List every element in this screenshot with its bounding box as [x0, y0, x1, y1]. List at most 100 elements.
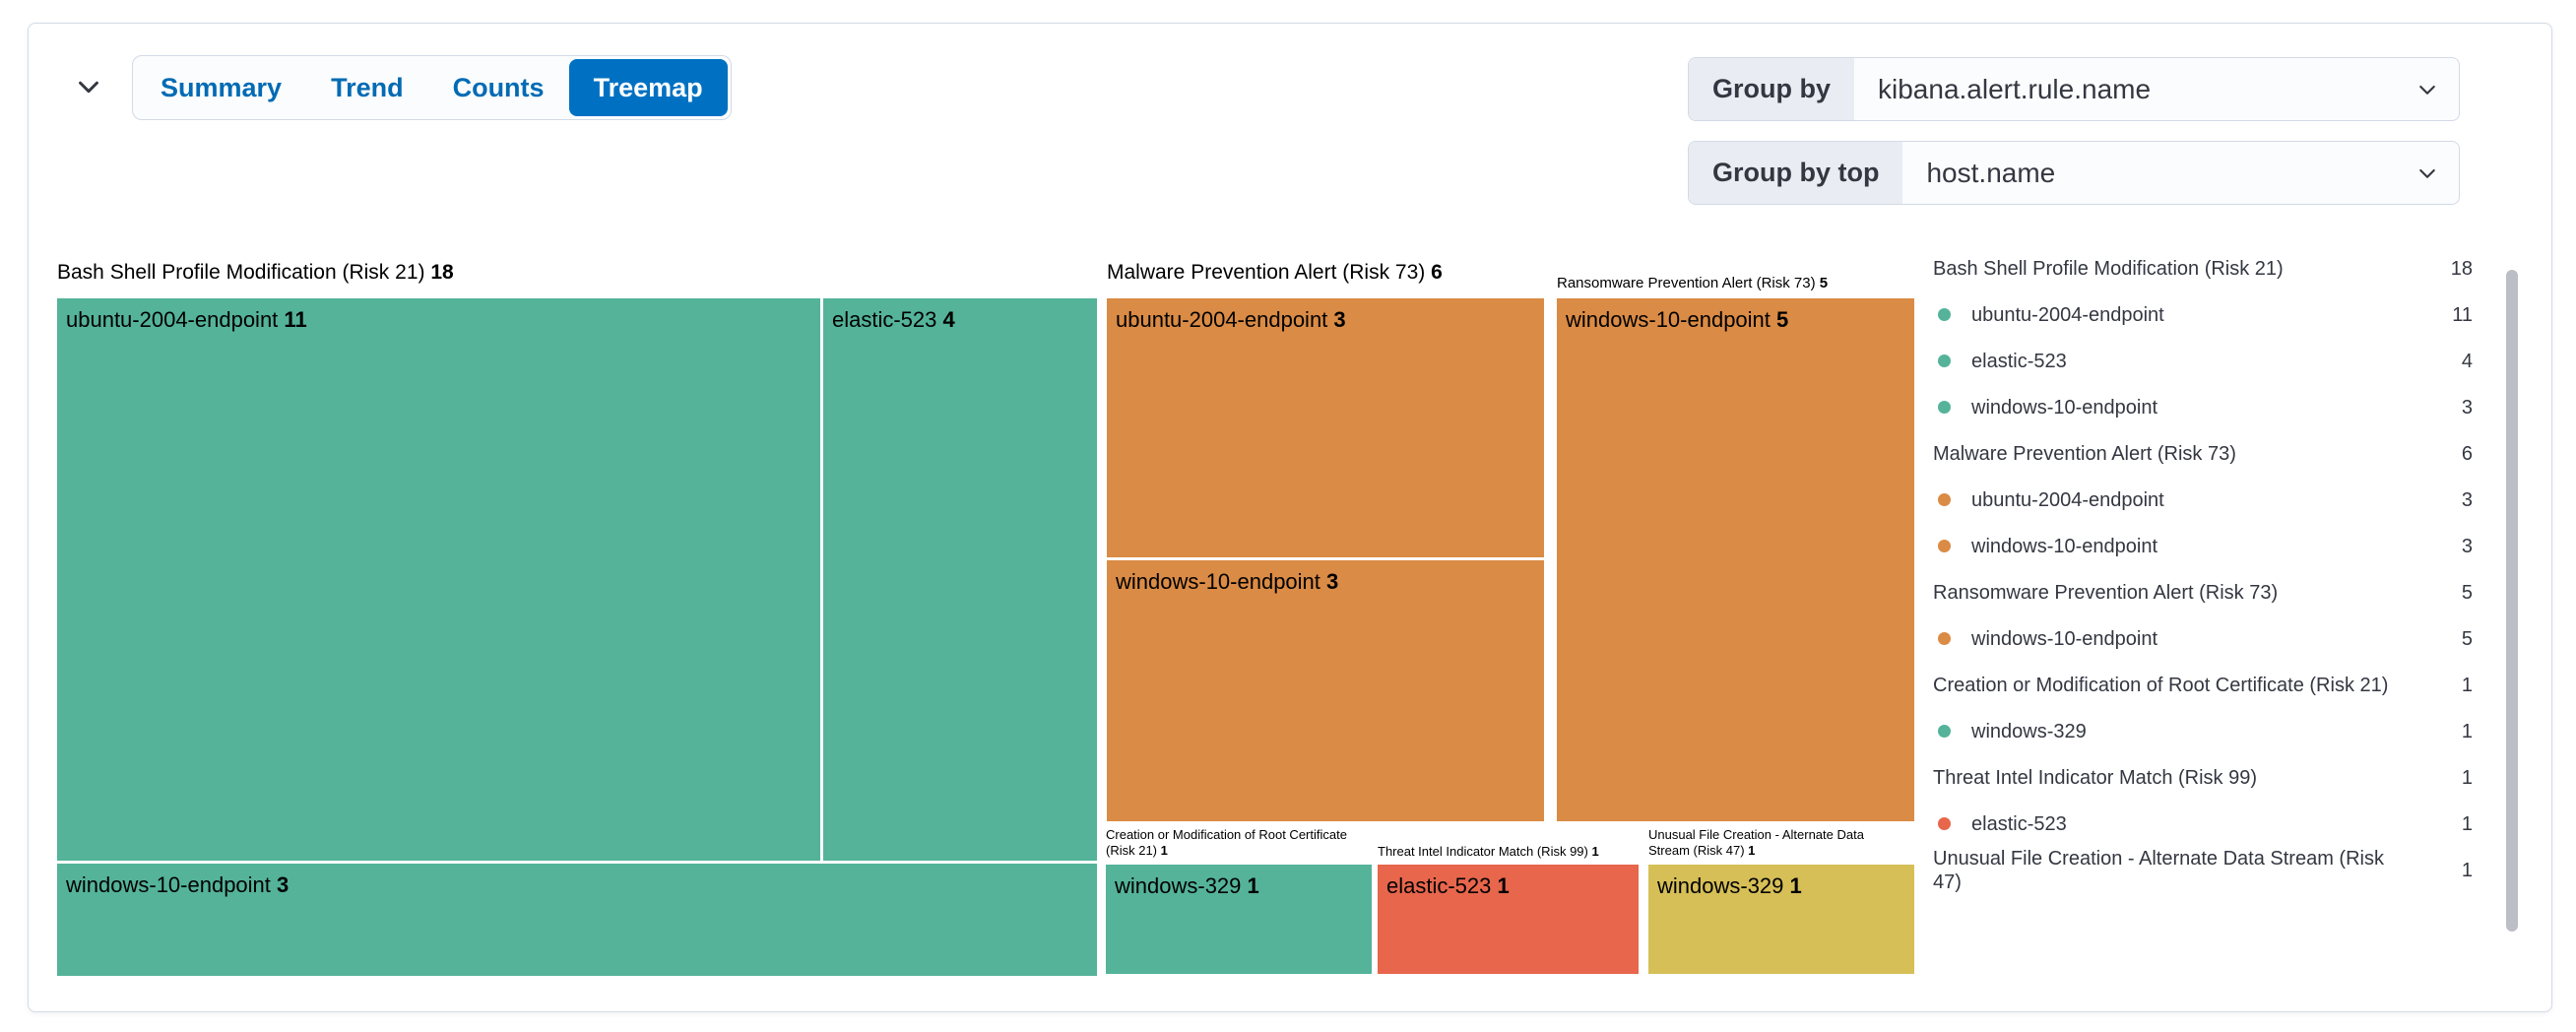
group-by-top-control: Group by top host.name — [1688, 141, 2460, 205]
chevron-down-icon — [74, 81, 103, 104]
treemap-section-title-line: Stream (Risk 47) 1 — [1648, 843, 1756, 858]
legend-count: 5 — [2461, 627, 2473, 650]
legend-label: Bash Shell Profile Modification (Risk 21… — [1933, 257, 2284, 280]
legend-label: windows-10-endpoint — [1971, 627, 2158, 650]
legend-label: Threat Intel Indicator Match (Risk 99) — [1933, 766, 2258, 789]
treemap-box-windows-10-endpoint[interactable]: windows-10-endpoint 3 — [1107, 560, 1544, 821]
treemap-section-title-line: Ransomware Prevention Alert (Risk 73) 5 — [1557, 275, 1829, 291]
treemap-box-label: elastic-523 1 — [1386, 873, 1510, 898]
treemap-box-label: windows-329 1 — [1657, 873, 1802, 898]
legend-dot-icon — [1938, 401, 1951, 414]
legend-label: elastic-523 — [1971, 812, 2067, 835]
legend-host-row[interactable]: elastic-523 4 — [1933, 338, 2473, 384]
treemap-box-windows-329[interactable]: windows-329 1 — [1648, 865, 1914, 974]
legend-scrollbar[interactable] — [2506, 270, 2518, 932]
treemap-section-title: Unusual File Creation - Alternate Data St… — [1648, 827, 1864, 859]
legend-rule-row[interactable]: Malware Prevention Alert (Risk 73) 6 — [1933, 430, 2473, 477]
legend-count: 5 — [2461, 581, 2473, 604]
legend-count: 3 — [2461, 396, 2473, 419]
legend-dot-icon — [1938, 725, 1951, 738]
tab-treemap[interactable]: Treemap — [568, 59, 728, 116]
legend-count: 1 — [2461, 766, 2473, 789]
legend-label: windows-10-endpoint — [1971, 396, 2158, 419]
tab-trend[interactable]: Trend — [306, 59, 428, 116]
treemap-box-label: ubuntu-2004-endpoint 3 — [1116, 307, 1346, 332]
tab-counts[interactable]: Counts — [428, 59, 569, 116]
alerts-panel: Summary Trend Counts Treemap Group by kiban… — [28, 23, 2552, 1012]
treemap-section-title-line: Creation or Modification of Root Certifi… — [1106, 827, 1347, 842]
legend-count: 18 — [2450, 257, 2473, 280]
legend-count: 4 — [2461, 350, 2473, 372]
legend-host-row[interactable]: windows-329 1 — [1933, 708, 2473, 754]
group-by-top-select[interactable]: host.name — [1926, 157, 2056, 188]
legend-dot-icon — [1938, 355, 1951, 367]
legend-host-row[interactable]: windows-10-endpoint 5 — [1933, 615, 2473, 662]
treemap-box-elastic-523[interactable]: elastic-523 4 — [823, 298, 1097, 861]
treemap-box-label: ubuntu-2004-endpoint 11 — [66, 307, 307, 332]
legend-label: Malware Prevention Alert (Risk 73) — [1933, 442, 2236, 465]
legend-label: ubuntu-2004-endpoint — [1971, 303, 2164, 326]
legend-count: 1 — [2461, 812, 2473, 835]
legend-count: 3 — [2461, 535, 2473, 557]
legend-count: 1 — [2461, 674, 2473, 696]
legend-dot-icon — [1938, 308, 1951, 321]
legend-host-row[interactable]: elastic-523 1 — [1933, 801, 2473, 847]
legend-host-row[interactable]: windows-10-endpoint 3 — [1933, 523, 2473, 569]
chart-view-button-group: Summary Trend Counts Treemap — [132, 55, 732, 120]
tab-summary[interactable]: Summary — [136, 59, 306, 116]
treemap-section-title-line: Bash Shell Profile Modification (Risk 21… — [57, 261, 454, 284]
legend-label: windows-329 — [1971, 720, 2087, 742]
treemap-section-title-line: Malware Prevention Alert (Risk 73) 6 — [1107, 261, 1443, 284]
treemap-section-title-line: Unusual File Creation - Alternate Data — [1648, 827, 1864, 842]
treemap-box-label: windows-10-endpoint 3 — [1116, 569, 1339, 594]
legend-host-row[interactable]: ubuntu-2004-endpoint 11 — [1933, 291, 2473, 338]
treemap-section-title: Threat Intel Indicator Match (Risk 99) 1 — [1378, 844, 1599, 860]
legend-count: 1 — [2461, 860, 2473, 881]
group-by-control: Group by kibana.alert.rule.name — [1688, 57, 2460, 121]
treemap-box-ubuntu-2004-endpoint[interactable]: ubuntu-2004-endpoint 3 — [1107, 298, 1544, 557]
group-by-label: Group by — [1689, 58, 1854, 120]
legend-count: 3 — [2461, 488, 2473, 511]
treemap-box-windows-10-endpoint[interactable]: windows-10-endpoint 3 — [57, 864, 1097, 976]
treemap-box-windows-329[interactable]: windows-329 1 — [1106, 865, 1372, 974]
legend-label: Unusual File Creation - Alternate Data S… — [1933, 848, 2384, 893]
treemap-section-title-line: Threat Intel Indicator Match (Risk 99) 1 — [1378, 844, 1599, 859]
legend-rule-row[interactable]: Creation or Modification of Root Certifi… — [1933, 662, 2473, 708]
treemap-box-windows-10-endpoint[interactable]: windows-10-endpoint 5 — [1557, 298, 1914, 821]
treemap-section-title: Ransomware Prevention Alert (Risk 73) 5 — [1557, 274, 1828, 292]
group-by-select[interactable]: kibana.alert.rule.name — [1878, 73, 2152, 104]
legend-host-row[interactable]: ubuntu-2004-endpoint 3 — [1933, 477, 2473, 523]
legend-label: elastic-523 — [1971, 350, 2067, 372]
legend-rule-row[interactable]: Bash Shell Profile Modification (Risk 21… — [1933, 245, 2473, 291]
legend-dot-icon — [1938, 540, 1951, 552]
legend-label: Creation or Modification of Root Certifi… — [1933, 674, 2389, 696]
legend-rule-row[interactable]: Threat Intel Indicator Match (Risk 99) 1 — [1933, 754, 2473, 801]
legend-host-row[interactable]: windows-10-endpoint 3 — [1933, 384, 2473, 430]
chevron-down-icon — [2415, 142, 2439, 204]
treemap-box-elastic-523[interactable]: elastic-523 1 — [1378, 865, 1639, 974]
legend-dot-icon — [1938, 493, 1951, 506]
treemap-box-label: windows-10-endpoint 3 — [66, 872, 290, 897]
treemap-box-label: elastic-523 4 — [832, 307, 955, 332]
treemap-box-ubuntu-2004-endpoint[interactable]: ubuntu-2004-endpoint 11 — [57, 298, 820, 861]
legend-count: 6 — [2461, 442, 2473, 465]
treemap-section-title-line: (Risk 21) 1 — [1106, 843, 1168, 858]
legend-count: 11 — [2452, 303, 2473, 326]
treemap-box-label: windows-10-endpoint 5 — [1566, 307, 1789, 332]
treemap-box-label: windows-329 1 — [1115, 873, 1259, 898]
legend-label: windows-10-endpoint — [1971, 535, 2158, 557]
legend-label: Ransomware Prevention Alert (Risk 73) — [1933, 581, 2279, 604]
collapse-chevron-button[interactable] — [66, 65, 111, 110]
treemap-section-title: Bash Shell Profile Modification (Risk 21… — [57, 260, 454, 286]
legend-rule-row[interactable]: Ransomware Prevention Alert (Risk 73) 5 — [1933, 569, 2473, 615]
treemap-chart: Bash Shell Profile Modification (Risk 21… — [29, 24, 2551, 1011]
chevron-down-icon — [2415, 58, 2439, 120]
group-by-top-label: Group by top — [1689, 142, 1903, 204]
treemap-legend: Bash Shell Profile Modification (Risk 21… — [1933, 245, 2473, 894]
treemap-section-title: Creation or Modification of Root Certifi… — [1106, 827, 1347, 859]
legend-dot-icon — [1938, 817, 1951, 830]
legend-rule-row[interactable]: Unusual File Creation - Alternate Data S… — [1933, 847, 2473, 894]
legend-dot-icon — [1938, 632, 1951, 645]
legend-label: ubuntu-2004-endpoint — [1971, 488, 2164, 511]
